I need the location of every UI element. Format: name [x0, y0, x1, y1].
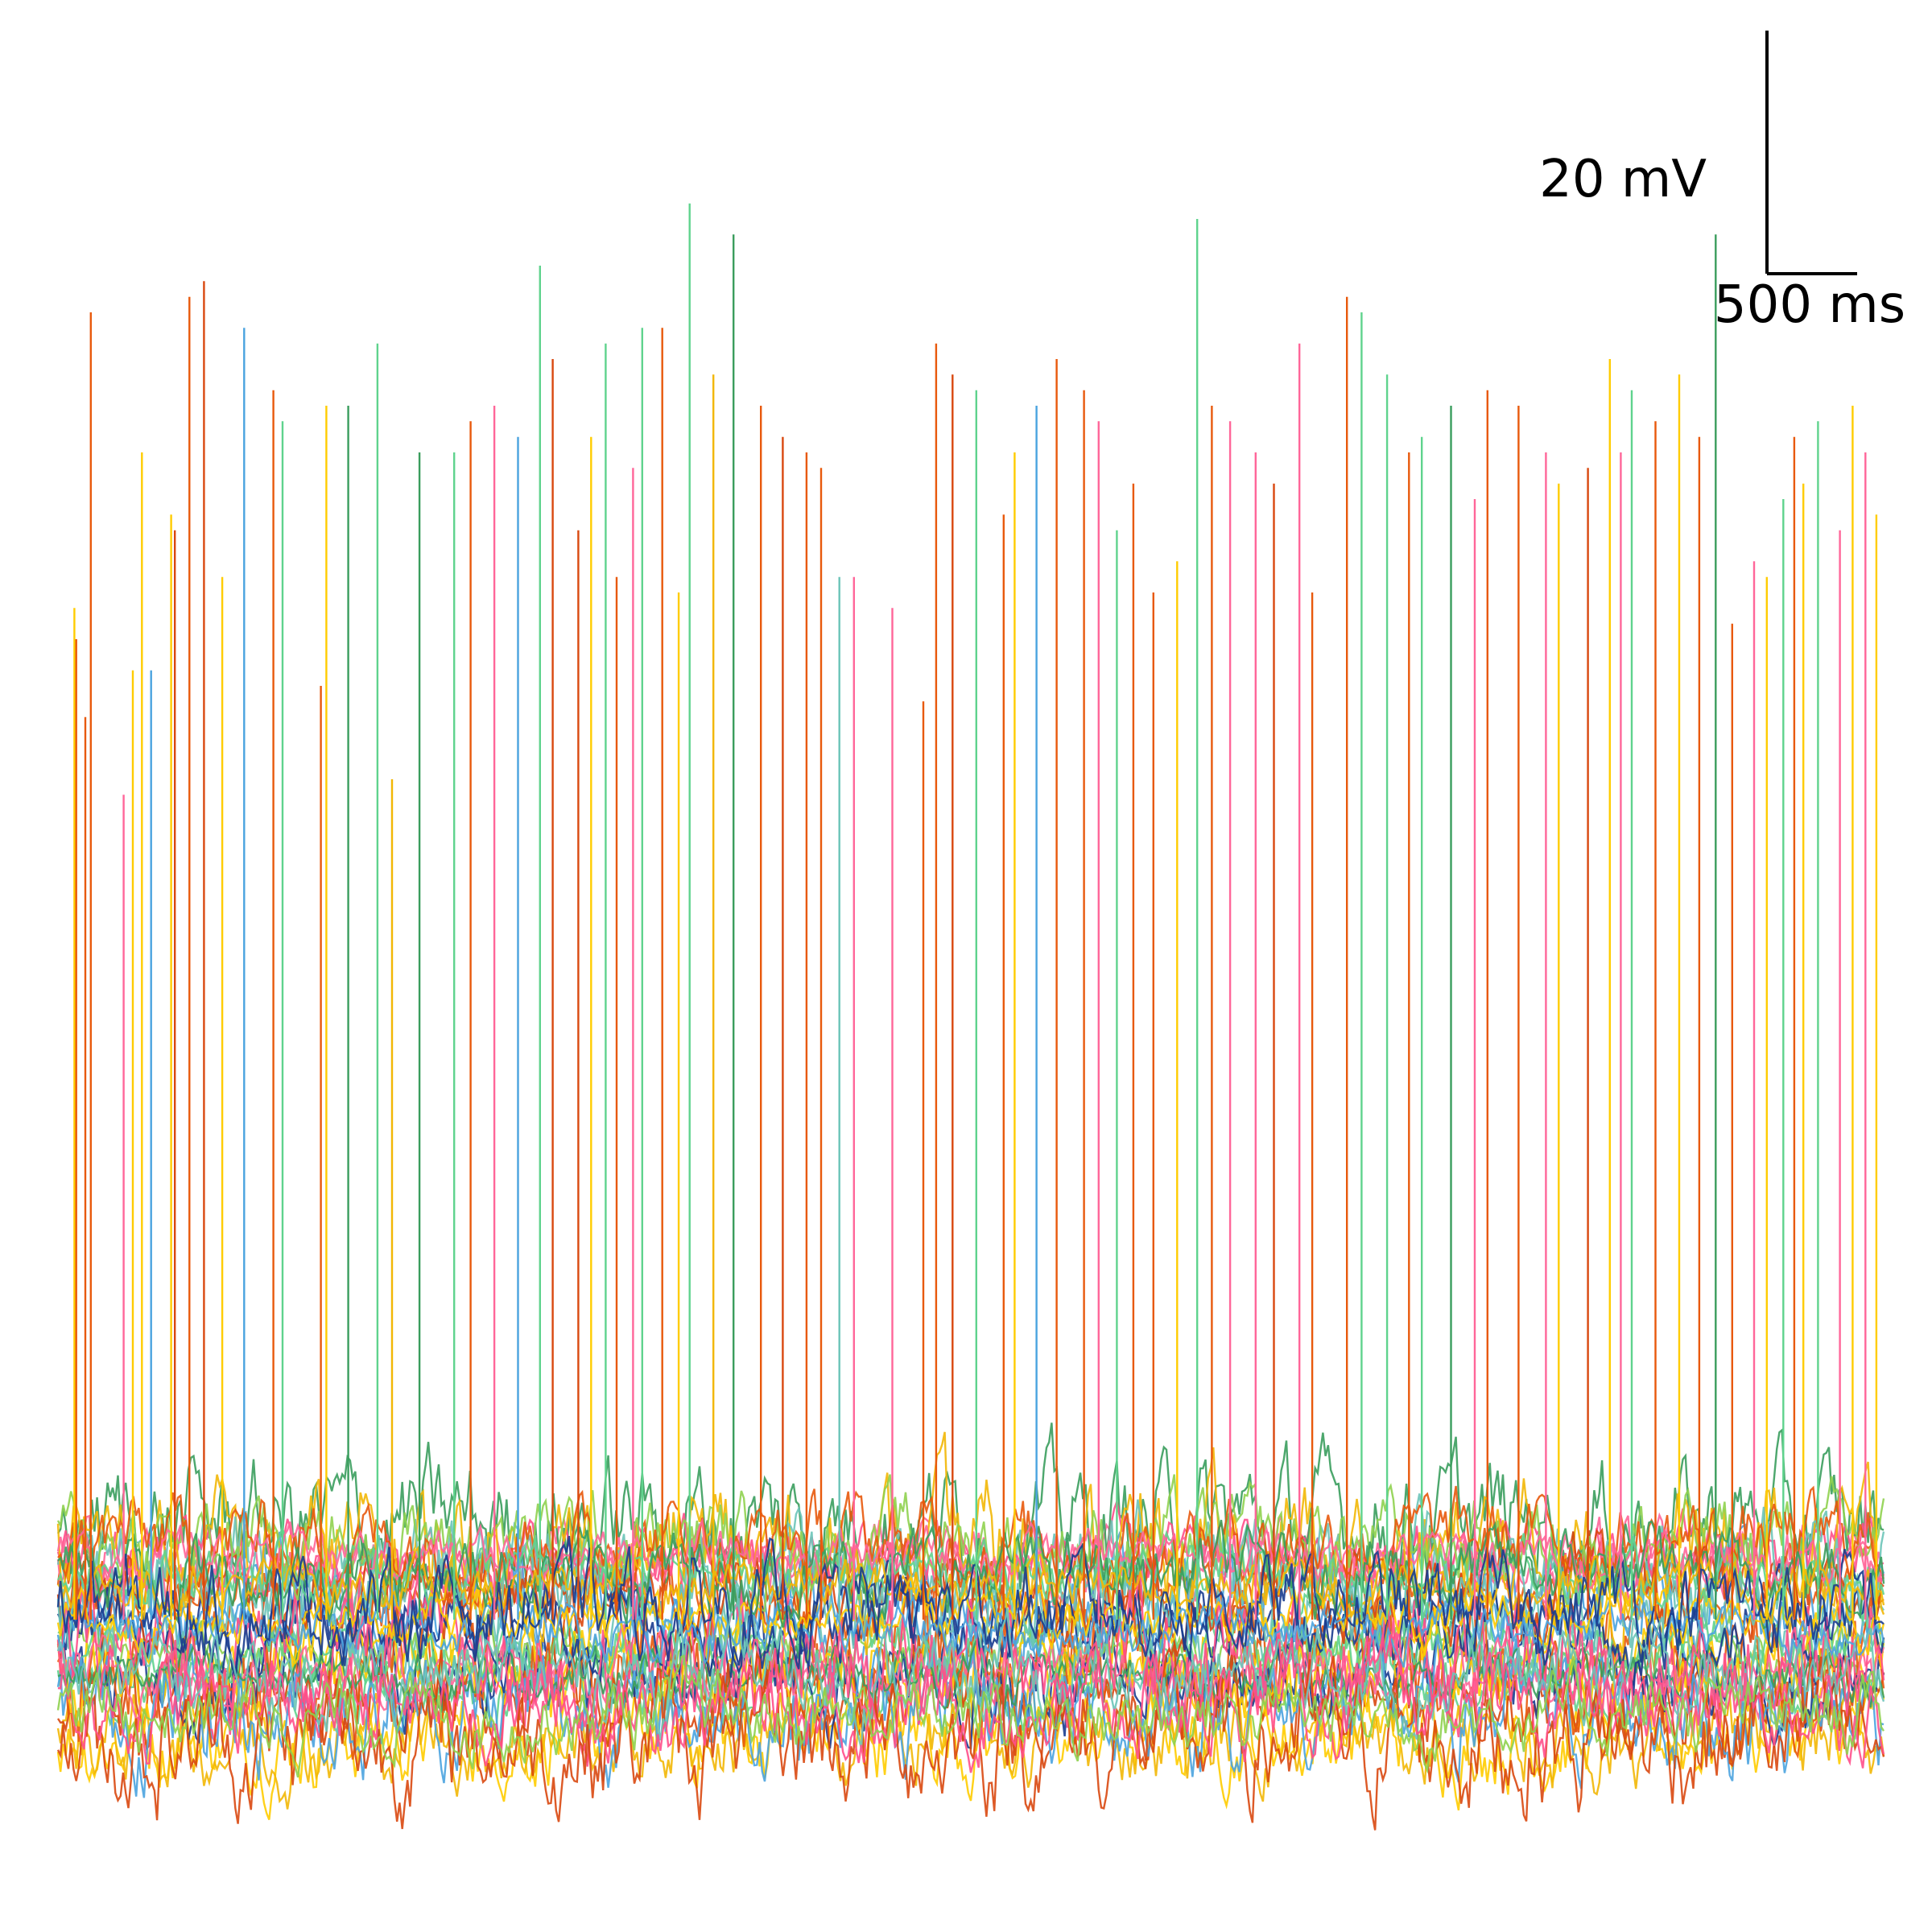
voltage-trace [57, 1546, 1885, 1625]
voltage-trace [56, 1624, 1885, 1798]
spike-markers [73, 203, 1878, 1620]
voltage-trace [56, 1654, 1885, 1778]
scale-bar: 20 mV 500 ms [1539, 31, 1905, 335]
voltage-trace [56, 1535, 1885, 1676]
voltage-trace [56, 1527, 1885, 1657]
scale-bar-voltage-label: 20 mV [1539, 150, 1707, 209]
scale-bar-time-label: 500 ms [1714, 275, 1905, 335]
voltage-traces [56, 1422, 1885, 1831]
voltage-trace [57, 1631, 1885, 1773]
voltage-trace [56, 1431, 1885, 1668]
voltage-trace [56, 1571, 1885, 1767]
